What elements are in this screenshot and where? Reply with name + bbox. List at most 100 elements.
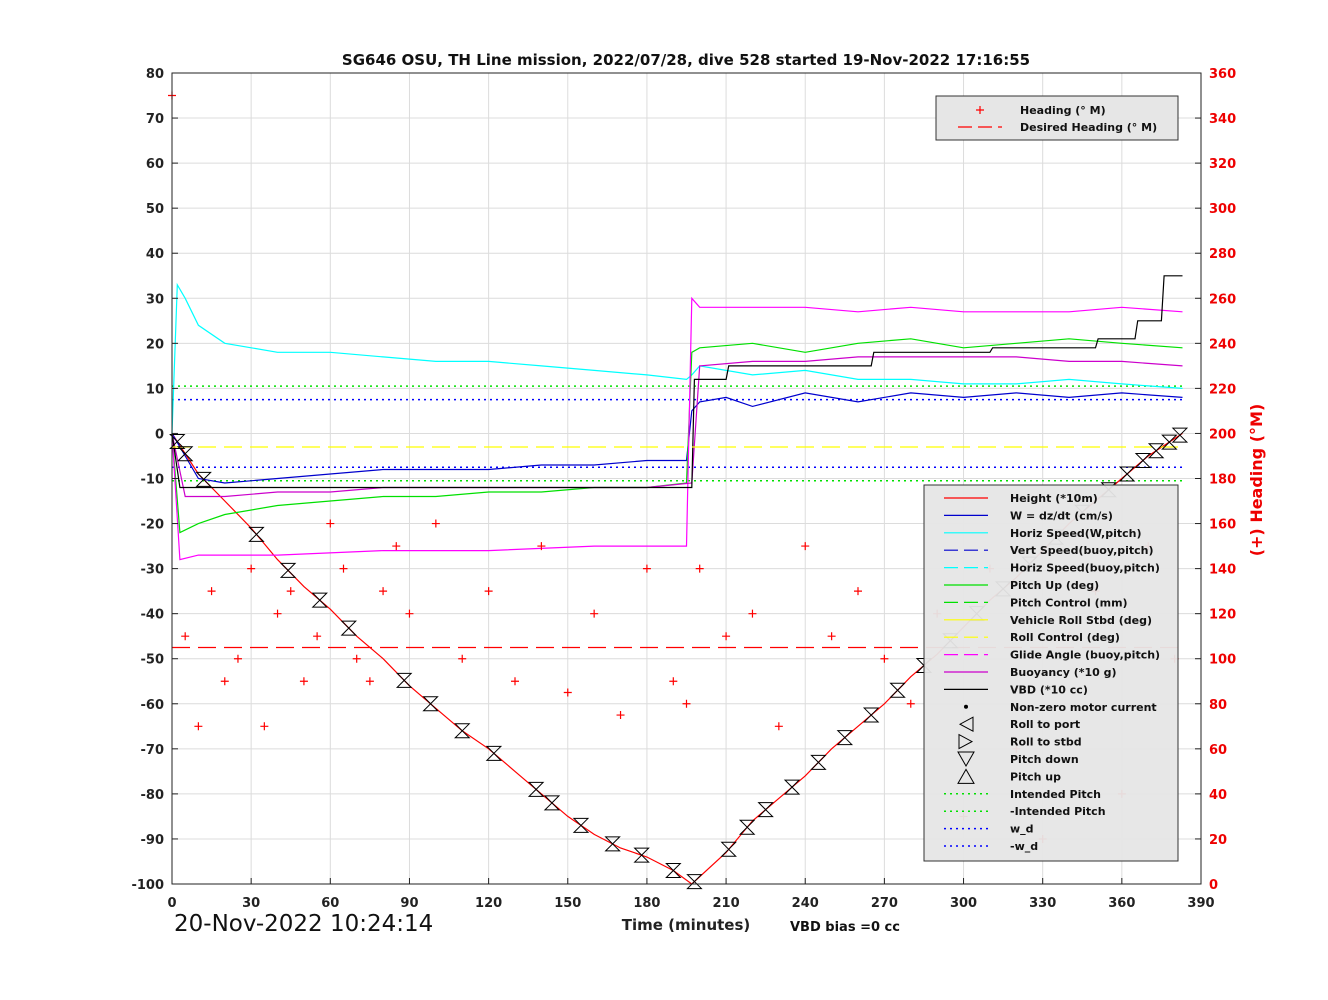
y2-tick-label: 20 bbox=[1209, 833, 1227, 848]
pitch-event-marker bbox=[1118, 466, 1136, 482]
y2-tick-label: 240 bbox=[1209, 337, 1236, 352]
y2-axis-label: (+) Heading (°M) bbox=[1247, 404, 1266, 557]
y-tick-label: -50 bbox=[141, 653, 165, 668]
heading-point bbox=[194, 722, 203, 731]
x-tick-label: 30 bbox=[242, 896, 260, 911]
pitch-event-marker bbox=[665, 862, 682, 878]
y-tick-label: 50 bbox=[146, 202, 164, 217]
x-axis-label: Time (minutes) bbox=[622, 916, 751, 934]
y-tick-label: 80 bbox=[146, 67, 164, 82]
y-tick-label: 20 bbox=[146, 337, 164, 352]
x-tick-label: 0 bbox=[167, 896, 176, 911]
heading-point bbox=[247, 564, 256, 573]
pitch-event-marker bbox=[543, 795, 561, 811]
y2-tick-label: 320 bbox=[1209, 157, 1236, 172]
heading-point bbox=[854, 587, 862, 596]
legend-main-label: Roll Control (deg) bbox=[1010, 631, 1120, 644]
y-tick-label: 40 bbox=[146, 247, 164, 262]
pitch-event-marker bbox=[422, 696, 439, 712]
legend-main-swatch bbox=[958, 716, 974, 733]
pitch-event-marker bbox=[485, 745, 503, 761]
y-tick-label: 0 bbox=[155, 427, 164, 442]
series-line bbox=[171, 296, 1183, 561]
heading-point bbox=[181, 632, 190, 641]
pitch-event-marker bbox=[810, 754, 827, 770]
x-tick-label: 330 bbox=[1029, 896, 1056, 911]
pitch-event-marker bbox=[279, 562, 297, 578]
y2-tick-label: 360 bbox=[1209, 67, 1236, 82]
y2-tick-label: 40 bbox=[1209, 788, 1227, 803]
heading-point bbox=[484, 587, 493, 596]
legend-main-label: Non-zero motor current bbox=[1010, 701, 1157, 714]
heading-point bbox=[299, 677, 308, 686]
pitch-event-marker bbox=[720, 841, 737, 857]
pitch-event-marker bbox=[862, 707, 880, 723]
legend-main-label: Vert Speed(buoy,pitch) bbox=[1010, 544, 1154, 557]
pitch-event-marker bbox=[311, 592, 328, 608]
x-tick-label: 240 bbox=[792, 896, 819, 911]
heading-point bbox=[220, 677, 229, 686]
y-tick-label: -70 bbox=[141, 743, 165, 758]
heading-point bbox=[537, 542, 546, 551]
legend-heading-box bbox=[935, 95, 1179, 141]
vbd-bias-text: VBD bias =0 cc bbox=[790, 920, 900, 935]
pitch-event-marker bbox=[169, 434, 186, 450]
legend-main-label: Buoyancy (*10 g) bbox=[1010, 666, 1117, 679]
heading-point bbox=[458, 654, 467, 663]
pitch-event-marker bbox=[686, 874, 703, 890]
legend-main-label: Height (*10m) bbox=[1010, 492, 1098, 505]
heading-point bbox=[590, 609, 599, 618]
timestamp-footer: 20-Nov-2022 10:24:14 bbox=[174, 911, 434, 937]
y-tick-label: -20 bbox=[141, 518, 165, 533]
legend-main-items: Height (*10m) W = dz/dt (cm/s) Horiz Speed… bbox=[944, 492, 1160, 853]
pitch-event-marker bbox=[176, 446, 194, 462]
heading-point bbox=[801, 542, 810, 551]
pitch-event-marker bbox=[572, 817, 590, 833]
legend-main-label: Roll to stbd bbox=[1010, 736, 1082, 749]
heading-point bbox=[286, 587, 295, 596]
legend-heading-items: Heading (° M) Desired Heading (° M) bbox=[958, 104, 1157, 134]
heading-point bbox=[326, 519, 335, 528]
heading-point bbox=[273, 609, 282, 618]
legend-main-label: VBD (*10 cc) bbox=[1010, 683, 1088, 696]
heading-point bbox=[233, 654, 242, 663]
series-line bbox=[171, 392, 1183, 484]
legend-main-label: Vehicle Roll Stbd (deg) bbox=[1010, 614, 1152, 627]
x-tick-label: 150 bbox=[554, 896, 581, 911]
x-tick-label: 360 bbox=[1108, 896, 1135, 911]
heading-point bbox=[722, 632, 731, 641]
y-tick-label: -100 bbox=[131, 878, 164, 893]
y2-tick-label: 200 bbox=[1209, 427, 1236, 442]
y2-tick-label: 260 bbox=[1209, 292, 1236, 307]
legend-main-label: Horiz Speed(W,pitch) bbox=[1010, 527, 1142, 540]
y2-tick-label: 100 bbox=[1209, 653, 1236, 668]
x-tick-label: 390 bbox=[1187, 896, 1214, 911]
heading-point bbox=[563, 688, 572, 697]
legend-main: Height (*10m) W = dz/dt (cm/s) Horiz Speed… bbox=[923, 484, 1179, 862]
heading-point bbox=[774, 722, 783, 731]
legend-main-label: w_d bbox=[1010, 823, 1034, 836]
pitch-event-marker bbox=[633, 847, 650, 863]
y2-tick-label: 140 bbox=[1209, 563, 1236, 578]
legend-main-label: Horiz Speed(buoy,pitch) bbox=[1010, 562, 1160, 575]
x-tick-label: 210 bbox=[713, 896, 740, 911]
pitch-event-marker bbox=[527, 781, 545, 797]
y-tick-labels: 80 70 60 50 40 30 20 10 0 -10 -20 -30 -40 -50 -60 -70 -8… bbox=[131, 67, 178, 893]
heading-point bbox=[260, 722, 269, 731]
series-line bbox=[171, 282, 1183, 434]
heading-point bbox=[365, 677, 374, 686]
y2-tick-labels: 3603403203002802602402202001801601401201… bbox=[1195, 67, 1236, 893]
series-line bbox=[171, 275, 1183, 489]
x-tick-label: 300 bbox=[950, 896, 977, 911]
heading-point bbox=[669, 677, 678, 686]
heading-point bbox=[642, 564, 651, 573]
reference-lines bbox=[172, 385, 1183, 482]
pitch-event-marker bbox=[395, 672, 413, 688]
heading-point bbox=[207, 587, 216, 596]
y-tick-label: -30 bbox=[141, 563, 165, 578]
heading-point bbox=[405, 609, 414, 618]
y-tick-label: 10 bbox=[146, 382, 164, 397]
heading-point bbox=[616, 711, 625, 720]
legend-main-label: Pitch Control (mm) bbox=[1010, 596, 1128, 609]
